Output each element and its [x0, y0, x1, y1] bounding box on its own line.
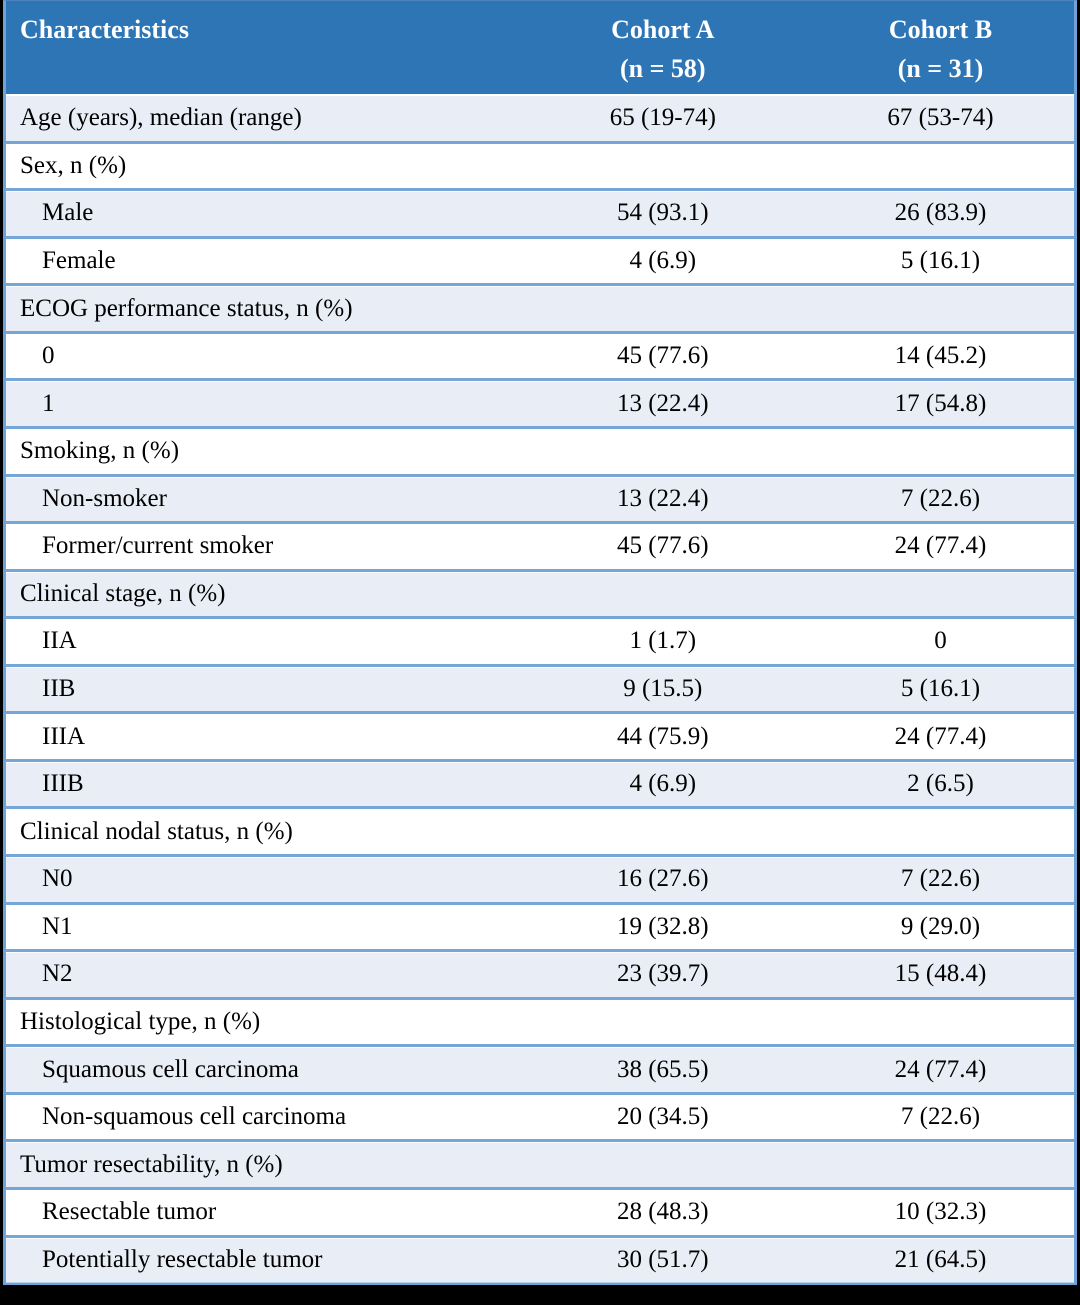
row-cohort-b-value: 10 (32.3) — [894, 1198, 987, 1226]
row-label: IIIB — [42, 770, 84, 798]
row-label: Clinical nodal status, n (%) — [20, 817, 293, 845]
header-cohort-b-n: (n = 31) — [897, 54, 984, 83]
patient-characteristics-table: Characteristics Cohort A (n = 58) Cohort… — [3, 0, 1077, 1285]
row-label: Age (years), median (range) — [20, 104, 302, 132]
table-row: Tumor resectability, n (%) — [6, 1139, 1074, 1187]
table-row: N2 23 (39.7) 15 (48.4) — [6, 949, 1074, 997]
row-cohort-a-value: 30 (51.7) — [616, 1245, 709, 1273]
header-cohort-a-name: Cohort A — [611, 15, 715, 44]
row-label: Non-squamous cell carcinoma — [42, 1103, 347, 1131]
table-row: Smoking, n (%) — [6, 425, 1074, 474]
row-label: Former/current smoker — [42, 532, 274, 560]
table-row: Sex, n (%) — [6, 140, 1074, 189]
table-row: Clinical stage, n (%) — [6, 568, 1074, 617]
row-cohort-b-value: 24 (77.4) — [894, 722, 987, 750]
row-cohort-a-value: 23 (39.7) — [616, 960, 709, 988]
row-label: IIA — [42, 627, 77, 655]
header-characteristics: Characteristics — [20, 15, 189, 44]
row-cohort-b-value: 26 (83.9) — [894, 199, 987, 227]
row-cohort-b-value: 15 (48.4) — [894, 960, 987, 988]
row-cohort-b-value: 7 (22.6) — [900, 484, 981, 512]
table-row: Histological type, n (%) — [6, 996, 1074, 1045]
row-label: IIIA — [42, 722, 86, 750]
row-cohort-a-value: 16 (27.6) — [616, 865, 709, 893]
row-cohort-b-value: 17 (54.8) — [894, 389, 987, 417]
row-cohort-a-value: 28 (48.3) — [616, 1198, 709, 1226]
row-label: IIB — [42, 675, 76, 703]
row-label: Sex, n (%) — [20, 151, 127, 179]
row-label: N0 — [42, 865, 73, 893]
row-cohort-a-value: 4 (6.9) — [629, 246, 697, 274]
row-label: Clinical stage, n (%) — [20, 579, 226, 607]
table-row: Squamous cell carcinoma 38 (65.5) 24 (77.4… — [6, 1044, 1074, 1092]
row-cohort-b-value: 9 (29.0) — [900, 912, 981, 940]
table-row: Former/current smoker 45 (77.6) 24 (77.4) — [6, 521, 1074, 569]
table-row: Male 54 (93.1) 26 (83.9) — [6, 188, 1074, 236]
table-header-row: Characteristics Cohort A (n = 58) Cohort… — [6, 1, 1074, 96]
row-cohort-b-value: 0 — [934, 627, 947, 655]
header-cohort-a: Cohort A (n = 58) — [519, 1, 807, 94]
row-cohort-a-value: 19 (32.8) — [616, 912, 709, 940]
row-cohort-b-value: 21 (64.5) — [894, 1245, 987, 1273]
table-row: Non-squamous cell carcinoma 20 (34.5) 7 (2… — [6, 1091, 1074, 1140]
header-cohort-b-name: Cohort B — [888, 15, 993, 44]
row-label: ECOG performance status, n (%) — [20, 294, 353, 322]
row-cohort-a-value: 45 (77.6) — [616, 342, 709, 370]
table-row: 1 13 (22.4) 17 (54.8) — [6, 378, 1074, 426]
row-label: Histological type, n (%) — [20, 1007, 261, 1035]
table-row: IIA 1 (1.7) 0 — [6, 616, 1074, 664]
row-label: Potentially resectable tumor — [42, 1245, 323, 1273]
row-cohort-a-value: 45 (77.6) — [616, 532, 709, 560]
row-cohort-b-value: 7 (22.6) — [900, 1103, 981, 1131]
row-cohort-a-value: 9 (15.5) — [623, 675, 703, 703]
row-label: Male — [42, 199, 94, 227]
table-row: Non-smoker 13 (22.4) 7 (22.6) — [6, 473, 1074, 522]
row-cohort-b-value: 67 (53-74) — [887, 104, 994, 132]
table-row: IIIA 44 (75.9) 24 (77.4) — [6, 711, 1074, 759]
row-label: Squamous cell carcinoma — [42, 1055, 299, 1083]
row-cohort-a-value: 1 (1.7) — [629, 627, 697, 655]
table-row: Potentially resectable tumor 30 (51.7) 21 … — [6, 1234, 1074, 1283]
row-label: Resectable tumor — [42, 1198, 217, 1226]
row-cohort-b-value: 2 (6.5) — [907, 770, 974, 798]
table-row: Clinical nodal status, n (%) — [6, 806, 1074, 854]
table-row: Age (years), median (range) 65 (19-74) 67 … — [6, 96, 1074, 141]
table-row: Resectable tumor 28 (48.3) 10 (32.3) — [6, 1186, 1074, 1235]
table-row: ECOG performance status, n (%) — [6, 283, 1074, 331]
header-cohort-b: Cohort B (n = 31) — [807, 1, 1074, 94]
row-cohort-a-value: 13 (22.4) — [616, 484, 709, 512]
table-row: 0 45 (77.6) 14 (45.2) — [6, 330, 1074, 379]
row-cohort-b-value: 24 (77.4) — [894, 532, 987, 560]
row-cohort-b-value: 5 (16.1) — [900, 675, 981, 703]
table-row: N0 16 (27.6) 7 (22.6) — [6, 854, 1074, 902]
row-cohort-a-value: 13 (22.4) — [616, 389, 709, 417]
row-cohort-a-value: 65 (19-74) — [609, 104, 716, 132]
row-cohort-a-value: 4 (6.9) — [629, 770, 697, 798]
row-cohort-a-value: 44 (75.9) — [616, 722, 709, 750]
row-cohort-b-value: 24 (77.4) — [894, 1055, 987, 1083]
row-cohort-b-value: 7 (22.6) — [900, 865, 981, 893]
row-label: 0 — [42, 342, 55, 370]
table-row: Female 4 (6.9) 5 (16.1) — [6, 235, 1074, 284]
row-label: Smoking, n (%) — [20, 437, 180, 465]
table-row: N1 19 (32.8) 9 (29.0) — [6, 901, 1074, 950]
table-row: IIIB 4 (6.9) 2 (6.5) — [6, 758, 1074, 807]
row-label: 1 — [42, 389, 55, 417]
row-cohort-a-value: 38 (65.5) — [616, 1055, 709, 1083]
row-cohort-a-value: 20 (34.5) — [616, 1103, 709, 1131]
table-row: IIB 9 (15.5) 5 (16.1) — [6, 663, 1074, 712]
row-label: N2 — [42, 960, 73, 988]
row-cohort-a-value: 54 (93.1) — [616, 199, 709, 227]
table-body: Age (years), median (range) 65 (19-74) 67 … — [6, 96, 1074, 1283]
row-label: Tumor resectability, n (%) — [20, 1150, 283, 1178]
row-cohort-b-value: 5 (16.1) — [900, 246, 981, 274]
row-label: Female — [42, 246, 116, 274]
row-label: N1 — [42, 912, 73, 940]
row-cohort-b-value: 14 (45.2) — [894, 342, 987, 370]
header-cohort-a-n: (n = 58) — [620, 54, 706, 83]
row-label: Non-smoker — [42, 484, 167, 512]
